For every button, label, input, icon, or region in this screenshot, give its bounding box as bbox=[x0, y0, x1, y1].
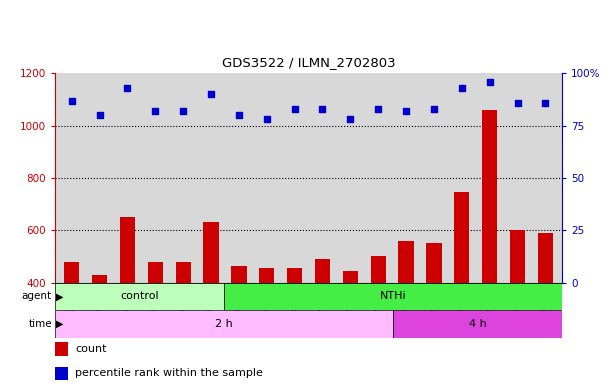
Point bbox=[541, 99, 551, 106]
Point bbox=[95, 112, 104, 118]
Text: control: control bbox=[120, 291, 159, 301]
Bar bbox=[148, 262, 163, 283]
Point bbox=[513, 99, 522, 106]
Point bbox=[290, 106, 299, 112]
Point bbox=[345, 116, 355, 122]
Point bbox=[318, 106, 327, 112]
Point bbox=[401, 108, 411, 114]
Point bbox=[262, 116, 272, 122]
Bar bbox=[510, 230, 525, 283]
Bar bbox=[120, 217, 135, 283]
Text: agent: agent bbox=[22, 291, 52, 301]
Text: ▶: ▶ bbox=[56, 319, 64, 329]
Bar bbox=[370, 257, 386, 283]
Point bbox=[206, 91, 216, 98]
Bar bbox=[538, 233, 553, 283]
Point bbox=[178, 108, 188, 114]
Bar bbox=[287, 268, 302, 283]
Point bbox=[457, 85, 467, 91]
Text: ▶: ▶ bbox=[56, 291, 64, 301]
Text: GDS3522 / ILMN_2702803: GDS3522 / ILMN_2702803 bbox=[222, 56, 395, 70]
Bar bbox=[315, 259, 330, 283]
Bar bbox=[55, 367, 68, 380]
Point bbox=[123, 85, 133, 91]
Text: 2 h: 2 h bbox=[215, 319, 233, 329]
Bar bbox=[259, 268, 274, 283]
Bar bbox=[454, 192, 469, 283]
Bar bbox=[231, 266, 247, 283]
Point bbox=[485, 79, 494, 85]
Bar bbox=[175, 262, 191, 283]
Bar bbox=[55, 343, 68, 356]
Text: count: count bbox=[75, 344, 107, 354]
Bar bbox=[203, 222, 219, 283]
Text: percentile rank within the sample: percentile rank within the sample bbox=[75, 368, 263, 378]
Point bbox=[373, 106, 383, 112]
Bar bbox=[426, 243, 442, 283]
Bar bbox=[224, 283, 562, 310]
Bar bbox=[55, 310, 393, 338]
Bar bbox=[482, 110, 497, 283]
Point bbox=[234, 112, 244, 118]
Bar bbox=[343, 271, 358, 283]
Text: NTHi: NTHi bbox=[380, 291, 406, 301]
Bar bbox=[64, 262, 79, 283]
Bar bbox=[393, 310, 562, 338]
Bar bbox=[398, 241, 414, 283]
Text: time: time bbox=[28, 319, 52, 329]
Bar bbox=[55, 283, 224, 310]
Point bbox=[429, 106, 439, 112]
Point bbox=[67, 98, 76, 104]
Point bbox=[150, 108, 160, 114]
Bar bbox=[92, 275, 108, 283]
Text: 4 h: 4 h bbox=[469, 319, 486, 329]
